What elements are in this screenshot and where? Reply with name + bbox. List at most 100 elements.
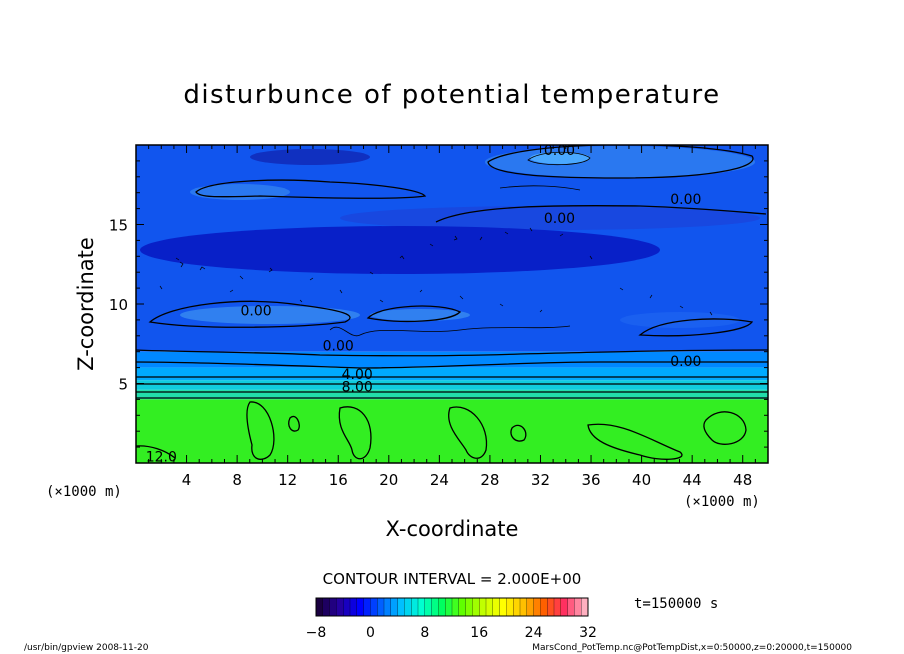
y-tick-label: 15: [109, 217, 128, 235]
colorbar-tick-label: 16: [470, 625, 488, 641]
mid-upper-patch: [190, 184, 290, 200]
contour-upper-left: [195, 179, 427, 199]
colorbar-cell: [390, 597, 399, 617]
contour-label: 12.0: [146, 450, 177, 466]
colorbar-frame: [315, 597, 589, 617]
colorbar-cell: [533, 597, 541, 617]
blue-region-shades: [140, 146, 760, 328]
x-unit-right: (×1000 m): [684, 494, 760, 510]
colorbar-cell: [411, 597, 419, 617]
colorbar-cell: [506, 597, 514, 617]
x-tick-label: 40: [632, 471, 651, 489]
footer-left: /usr/bin/gpview 2008-11-20: [24, 643, 149, 653]
colorbar-cell: [431, 597, 439, 617]
contour-interval: CONTOUR INTERVAL = 2.000E+00: [323, 570, 582, 588]
colorbar-cell: [451, 597, 460, 617]
x-unit-left: (×1000 m): [46, 484, 122, 500]
colorbar-cell: [370, 597, 378, 617]
contour-wavy-mid: [329, 325, 571, 337]
x-tick-label: 8: [232, 471, 242, 489]
colorbar-tick-label: 0: [366, 625, 375, 641]
colorbar-cell: [581, 597, 589, 617]
x-tick-label: 32: [531, 471, 550, 489]
colorbar-cell: [567, 597, 575, 617]
layer-8: [136, 389, 768, 400]
colorbar-cell: [363, 597, 371, 617]
contour-12-cell-c: [338, 406, 372, 460]
x-tick-label: 24: [430, 471, 449, 489]
colorbar-cell: [485, 597, 494, 617]
x-tick-label: 28: [480, 471, 499, 489]
contour-lens-center: [366, 305, 462, 323]
colorbar-cell: [322, 597, 331, 617]
layer-6: [136, 380, 768, 390]
colorbar-cell: [472, 597, 480, 617]
contour-ridge-15b: [499, 185, 581, 191]
colorbar-cell: [438, 597, 446, 617]
x-tick-label: 20: [379, 471, 398, 489]
y-axis-ticks: 5 10 15: [109, 160, 768, 448]
contour-label: 0.00: [670, 354, 701, 370]
colorbar-cell: [540, 597, 548, 617]
colorbar-cell: [356, 597, 365, 617]
colorbar-cell: [574, 597, 582, 617]
colorbar-cell: [547, 597, 555, 617]
band-15: [340, 206, 760, 230]
contour-label: 4.00: [342, 367, 373, 383]
colorbar-cell: [519, 597, 528, 617]
contour-label: 0.00: [240, 303, 271, 319]
contour-labels: 0.00 0.00 0.00 0.00 0.00 0.00 4.008.00 12.0: [146, 143, 702, 466]
colorbar-cell: [377, 597, 385, 617]
colorbar-ticks: −8 0 8 16 24 32: [306, 625, 597, 641]
layer-2: [136, 351, 768, 368]
speckle-noise: [159, 227, 713, 316]
colorbar-cell: [465, 597, 473, 617]
colorbar-cell: [424, 597, 433, 617]
colorbar-tick-label: −8: [306, 625, 327, 641]
colorbar-cell: [479, 597, 487, 617]
y-tick-label: 5: [118, 376, 128, 394]
colorbar-cell: [343, 597, 351, 617]
contour-lens-left: [148, 300, 351, 328]
colorbar-cell: [445, 597, 453, 617]
colorbar-cell: [315, 597, 324, 617]
contour-top-right-inner: [527, 151, 591, 166]
colorbar-tick-label: 32: [579, 625, 597, 641]
right-lens: [620, 312, 740, 328]
y-tick-label: 10: [109, 296, 128, 314]
contour-12-cell-d: [448, 406, 488, 459]
contour-12-cell-e: [510, 424, 527, 442]
contour-lines: [136, 145, 768, 460]
x-tick-label: 4: [182, 471, 192, 489]
colorbar-cell: [513, 597, 521, 617]
dark-band: [140, 226, 660, 274]
colorbar-cell: [553, 597, 562, 617]
time-label: t=150000 s: [634, 596, 718, 612]
contour-12-cell-f: [587, 423, 683, 460]
x-tick-label: 16: [329, 471, 348, 489]
left-lens: [180, 306, 360, 324]
colorbar-cell: [458, 597, 467, 617]
colorbar: [315, 597, 589, 617]
footer-right: MarsCond_PotTemp.nc@PotTempDist,x=0:5000…: [532, 643, 852, 653]
colorbar-cell: [329, 597, 337, 617]
colorbar-tick-label: 8: [420, 625, 429, 641]
x-tick-label: 36: [581, 471, 600, 489]
upper-left-patch: [250, 149, 370, 165]
colorbar-cell: [492, 597, 501, 617]
x-axis-ticks: 4 8 12 16 20 24 28 32 36 40 44 48: [148, 145, 756, 489]
contour-right-lens: [638, 318, 754, 337]
contour-2: [136, 361, 768, 369]
colorbar-cell: [417, 597, 426, 617]
colorbar-cell: [383, 597, 392, 617]
contour-12-cell-b: [288, 415, 300, 432]
contour-12-cell-a: [246, 401, 275, 460]
contour-12-cell-g: [703, 411, 747, 445]
colorbar-cell: [404, 597, 412, 617]
x-tick-label: 48: [733, 471, 752, 489]
contour-label: 0.00: [544, 211, 575, 227]
y-axis-label: Z-coordinate: [74, 237, 98, 371]
colorbar-cell: [349, 597, 358, 617]
contour-label: 0.00: [323, 338, 354, 354]
